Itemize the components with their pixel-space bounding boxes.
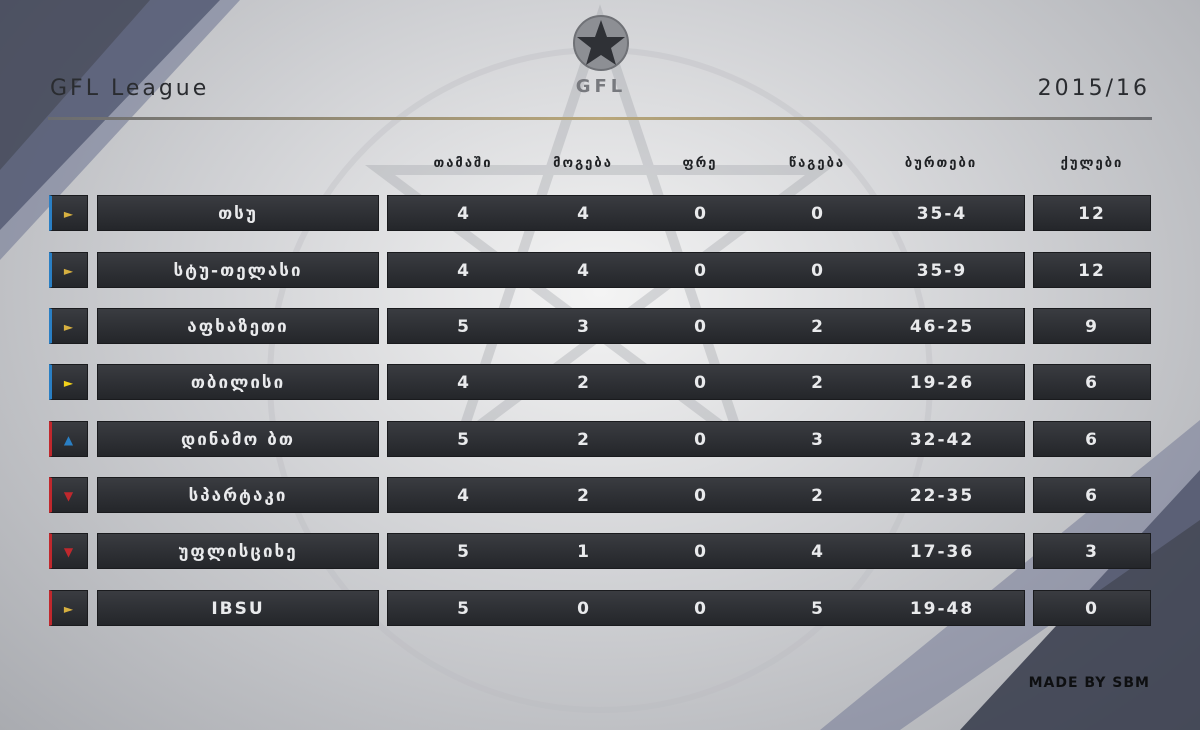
points-value: 6 <box>1033 421 1151 457</box>
points-value: 12 <box>1033 195 1151 231</box>
column-header-played: თამაში <box>433 156 493 171</box>
played-value: 5 <box>457 317 471 337</box>
draw-value: 0 <box>694 373 708 393</box>
draw-value: 0 <box>694 317 708 337</box>
trend-marker-icon: ▲ <box>49 421 88 457</box>
league-title: GFL League <box>50 76 210 101</box>
header-divider <box>48 117 1152 120</box>
column-header-won: მოგება <box>553 156 613 171</box>
table-row: ▼ უფლისციხე 5 1 0 4 17-36 3 <box>0 533 1200 569</box>
trend-marker-icon: ▼ <box>49 533 88 569</box>
played-value: 4 <box>457 373 471 393</box>
table-row: ► თსუ 4 4 0 0 35-4 12 <box>0 195 1200 231</box>
column-header-draw: ფრე <box>682 156 718 171</box>
draw-value: 0 <box>694 542 708 562</box>
goals-value: 19-48 <box>909 599 975 619</box>
trend-marker-icon: ► <box>49 195 88 231</box>
draw-value: 0 <box>694 204 708 224</box>
lost-value: 2 <box>811 486 825 506</box>
column-header-goals: ბურთები <box>904 156 978 171</box>
table-row: ▼ სპარტაკი 4 2 0 2 22-35 6 <box>0 477 1200 513</box>
played-value: 5 <box>457 599 471 619</box>
lost-value: 0 <box>811 261 825 281</box>
stats-box: 4 2 0 2 19-26 <box>387 364 1025 400</box>
logo-text: GFL <box>575 76 627 97</box>
team-name: თსუ <box>97 195 379 231</box>
team-name: სპარტაკი <box>97 477 379 513</box>
stats-box: 5 3 0 2 46-25 <box>387 308 1025 344</box>
table-row: ▲ დინამო ბთ 5 2 0 3 32-42 6 <box>0 421 1200 457</box>
team-name: უფლისციხე <box>97 533 379 569</box>
points-value: 6 <box>1033 477 1151 513</box>
played-value: 5 <box>457 542 471 562</box>
lost-value: 0 <box>811 204 825 224</box>
table-row: ► IBSU 5 0 0 5 19-48 0 <box>0 590 1200 626</box>
column-header-lost: წაგება <box>788 156 846 171</box>
goals-value: 32-42 <box>909 430 975 450</box>
points-value: 0 <box>1033 590 1151 626</box>
goals-value: 19-26 <box>909 373 975 393</box>
won-value: 2 <box>577 430 591 450</box>
goals-value: 35-9 <box>916 261 968 281</box>
star-ball-icon <box>573 15 629 71</box>
won-value: 1 <box>577 542 591 562</box>
played-value: 4 <box>457 204 471 224</box>
played-value: 5 <box>457 430 471 450</box>
goals-value: 46-25 <box>909 317 975 337</box>
stats-box: 5 2 0 3 32-42 <box>387 421 1025 457</box>
team-name: IBSU <box>97 590 379 626</box>
played-value: 4 <box>457 261 471 281</box>
points-value: 6 <box>1033 364 1151 400</box>
points-value: 3 <box>1033 533 1151 569</box>
trend-marker-icon: ► <box>49 364 88 400</box>
won-value: 4 <box>577 261 591 281</box>
stats-box: 4 4 0 0 35-4 <box>387 195 1025 231</box>
draw-value: 0 <box>694 599 708 619</box>
draw-value: 0 <box>694 430 708 450</box>
trend-marker-icon: ► <box>49 308 88 344</box>
points-value: 9 <box>1033 308 1151 344</box>
team-name: სტუ-თელასი <box>97 252 379 288</box>
table-row: ► თბილისი 4 2 0 2 19-26 6 <box>0 364 1200 400</box>
goals-value: 17-36 <box>909 542 975 562</box>
stats-box: 5 0 0 5 19-48 <box>387 590 1025 626</box>
lost-value: 4 <box>811 542 825 562</box>
lost-value: 5 <box>811 599 825 619</box>
stats-box: 4 2 0 2 22-35 <box>387 477 1025 513</box>
team-name: დინამო ბთ <box>97 421 379 457</box>
won-value: 4 <box>577 204 591 224</box>
lost-value: 3 <box>811 430 825 450</box>
draw-value: 0 <box>694 486 708 506</box>
played-value: 4 <box>457 486 471 506</box>
table-row: ► აფხაზეთი 5 3 0 2 46-25 9 <box>0 308 1200 344</box>
won-value: 2 <box>577 373 591 393</box>
trend-marker-icon: ▼ <box>49 477 88 513</box>
won-value: 2 <box>577 486 591 506</box>
goals-value: 22-35 <box>909 486 975 506</box>
won-value: 3 <box>577 317 591 337</box>
team-name: აფხაზეთი <box>97 308 379 344</box>
lost-value: 2 <box>811 373 825 393</box>
trend-marker-icon: ► <box>49 590 88 626</box>
team-name: თბილისი <box>97 364 379 400</box>
table-row: ► სტუ-თელასი 4 4 0 0 35-9 12 <box>0 252 1200 288</box>
goals-value: 35-4 <box>916 204 968 224</box>
lost-value: 2 <box>811 317 825 337</box>
credit-text: MADE BY SBM <box>1028 675 1150 691</box>
season-label: 2015/16 <box>1037 76 1150 101</box>
stats-box: 5 1 0 4 17-36 <box>387 533 1025 569</box>
points-value: 12 <box>1033 252 1151 288</box>
league-logo: GFL <box>568 12 634 102</box>
column-header-points: ქულები <box>1060 156 1124 171</box>
stats-box: 4 4 0 0 35-9 <box>387 252 1025 288</box>
draw-value: 0 <box>694 261 708 281</box>
trend-marker-icon: ► <box>49 252 88 288</box>
won-value: 0 <box>577 599 591 619</box>
